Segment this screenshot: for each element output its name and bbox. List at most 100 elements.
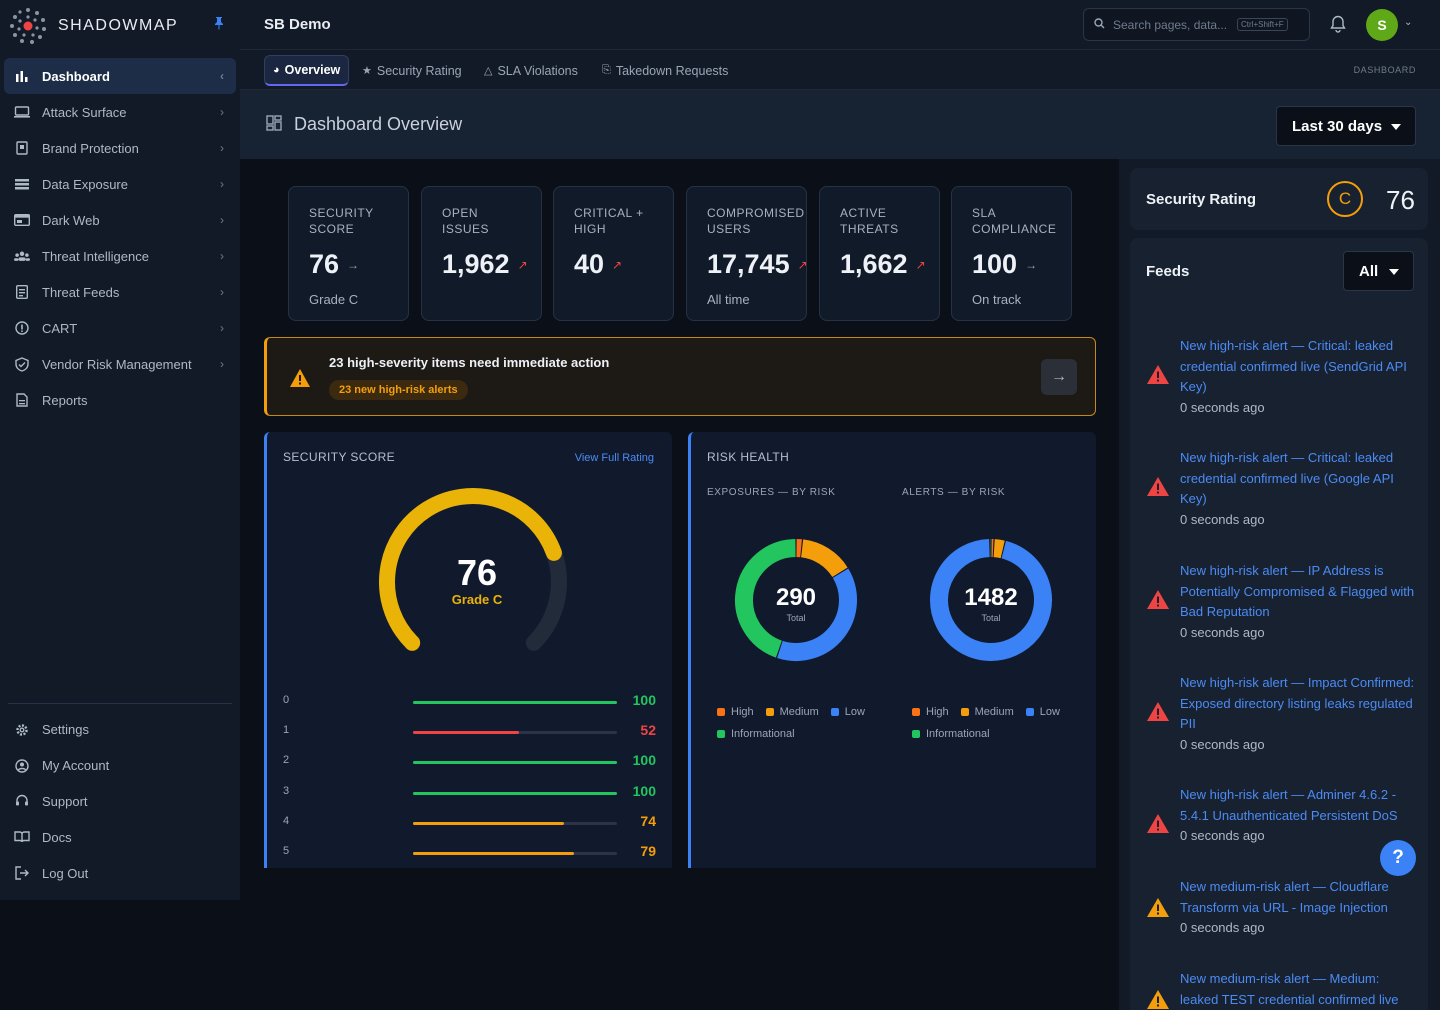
caret-down-icon xyxy=(1391,124,1401,130)
feed-text-block: New medium-risk alert — Cloudflare Trans… xyxy=(1180,877,1416,939)
donut-slice-medium[interactable] xyxy=(800,539,848,578)
donut-slice-low[interactable] xyxy=(777,568,857,661)
feed-title[interactable]: New medium-risk alert — Cloudflare Trans… xyxy=(1180,879,1389,915)
feed-title[interactable]: New high-risk alert — Critical: leaked c… xyxy=(1180,450,1394,506)
star-icon: ★ xyxy=(362,65,372,77)
legend-item[interactable]: Informational xyxy=(912,728,990,740)
pin-icon[interactable] xyxy=(214,16,224,33)
score-bar-value: 52 xyxy=(640,722,656,739)
chevron-right-icon: › xyxy=(220,357,224,371)
brand-logo[interactable]: SHADOWMAP xyxy=(8,4,178,48)
sidebar-item-label: Support xyxy=(42,793,88,809)
sidebar-item-docs[interactable]: Docs xyxy=(4,819,236,855)
sidebar-item-settings[interactable]: Settings xyxy=(4,712,236,748)
sidebar-item-reports[interactable]: Reports xyxy=(4,382,236,418)
feed-title[interactable]: New high-risk alert — Adminer 4.6.2 - 5.… xyxy=(1180,787,1398,823)
thumbs-down-icon: ⎘ xyxy=(602,64,611,76)
sidebar-item-cart[interactable]: CART › xyxy=(4,310,236,346)
search-input[interactable] xyxy=(1113,17,1233,32)
legend-item[interactable]: Low xyxy=(1025,706,1060,718)
feed-title[interactable]: New high-risk alert — IP Address is Pote… xyxy=(1180,563,1415,619)
feed-title[interactable]: New high-risk alert — Critical: leaked c… xyxy=(1180,338,1407,394)
feed-time: 0 seconds ago xyxy=(1180,511,1265,527)
legend-item[interactable]: High xyxy=(912,706,949,718)
security-rating-card[interactable]: Security Rating C 76 xyxy=(1130,168,1428,230)
rating-score: 76 xyxy=(1386,185,1415,215)
legend-item[interactable]: Informational xyxy=(717,728,795,740)
legend-swatch xyxy=(912,730,920,738)
tab-label: Overview xyxy=(284,63,341,77)
avatar[interactable]: S xyxy=(1366,9,1398,41)
tab-overview[interactable]: ◕ Overview xyxy=(264,55,350,86)
sidebar-item-label: Log Out xyxy=(42,865,89,881)
score-bar-row: 3 100 xyxy=(283,783,663,803)
score-bar-value: 100 xyxy=(632,752,656,769)
main-nav: Dashboard ‹ Attack Surface › Brand Prote… xyxy=(4,58,236,418)
score-bar-label: 5 xyxy=(283,845,290,857)
tab-sla-violations[interactable]: △ SLA Violations xyxy=(476,55,586,86)
legend-item[interactable]: High xyxy=(717,706,754,718)
kpi-card[interactable]: OPEN ISSUES 1,962 ↗ xyxy=(421,186,542,321)
alert-banner[interactable]: 23 high-severity items need immediate ac… xyxy=(264,337,1096,416)
legend-swatch xyxy=(830,708,839,716)
feed-time: 0 seconds ago xyxy=(1180,828,1265,843)
chevron-down-icon[interactable]: ⌄ xyxy=(1404,17,1413,28)
sidebar-item-support[interactable]: Support xyxy=(4,784,236,820)
sidebar-item-label: Data Exposure xyxy=(42,176,128,192)
sidebar-item-data-exposure[interactable]: Data Exposure › xyxy=(4,166,236,202)
sidebar-item-log-out[interactable]: Log Out xyxy=(4,855,236,891)
bell-icon[interactable] xyxy=(1330,15,1346,38)
donut-slice-low[interactable] xyxy=(930,539,1052,661)
legend-label: High xyxy=(731,706,754,718)
view-full-rating-link[interactable]: View Full Rating xyxy=(574,452,654,464)
org-name: SB Demo xyxy=(264,16,331,33)
tab-takedown-requests[interactable]: ⎘ Takedown Requests xyxy=(594,55,736,86)
headset-icon xyxy=(14,794,30,808)
exposures-total-label: Total xyxy=(786,613,806,623)
feed-time: 0 seconds ago xyxy=(1180,920,1265,935)
sidebar-item-label: Brand Protection xyxy=(42,140,139,156)
help-button[interactable]: ? xyxy=(1380,840,1416,876)
kpi-card[interactable]: SECURITY SCORE 76 → Grade C xyxy=(288,186,409,321)
sidebar-item-vendor-risk[interactable]: Vendor Risk Management › xyxy=(4,346,236,382)
sidebar-item-dashboard[interactable]: Dashboard ‹ xyxy=(4,58,236,94)
score-bar-fill xyxy=(413,761,617,765)
risk-donuts xyxy=(735,539,1052,661)
search-box[interactable]: Ctrl+Shift+F xyxy=(1083,8,1310,41)
donut-slice-informational[interactable] xyxy=(735,539,796,658)
feed-text-block: New medium-risk alert — Medium: leaked T… xyxy=(1180,969,1416,1010)
feeds-filter-select[interactable]: All xyxy=(1343,251,1414,291)
alert-triangle-icon xyxy=(1147,590,1169,609)
sidebar-item-label: Docs xyxy=(42,829,72,845)
warning-icon: △ xyxy=(484,65,493,77)
sidebar-item-threat-feeds[interactable]: Threat Feeds › xyxy=(4,274,236,310)
sidebar-item-label: Vendor Risk Management xyxy=(42,356,192,372)
sidebar-item-brand-protection[interactable]: Brand Protection › xyxy=(4,130,236,166)
kpi-card[interactable]: ACTIVE THREATS 1,662 ↗ xyxy=(819,186,940,321)
arrow-right-button[interactable]: → xyxy=(1041,359,1077,395)
donut-slice-medium[interactable] xyxy=(993,539,1005,559)
kpi-card[interactable]: SLA COMPLIANCE 100 → On track xyxy=(951,186,1072,321)
sidebar-item-dark-web[interactable]: Dark Web › xyxy=(4,202,236,238)
kpi-label: CRITICAL + HIGH xyxy=(574,206,644,236)
alert-triangle-icon xyxy=(1147,814,1169,833)
feed-title[interactable]: New medium-risk alert — Medium: leaked T… xyxy=(1180,971,1399,1007)
security-score-panel: SECURITY SCORE View Full Rating 76 Grade… xyxy=(264,432,672,868)
kpi-card[interactable]: CRITICAL + HIGH 40 ↗ xyxy=(553,186,674,321)
feed-title[interactable]: New high-risk alert — Impact Confirmed: … xyxy=(1180,675,1415,731)
sidebar-item-threat-intelligence[interactable]: Threat Intelligence › xyxy=(4,238,236,274)
alerts-heading: ALERTS — BY RISK xyxy=(902,487,1006,498)
legend-item[interactable]: Medium xyxy=(765,706,819,718)
legend-item[interactable]: Medium xyxy=(960,706,1014,718)
date-range-select[interactable]: Last 30 days xyxy=(1276,106,1416,146)
tab-security-rating[interactable]: ★ Security Rating xyxy=(354,55,470,86)
kpi-card[interactable]: COMPROMISED USERS 17,745 ↗ All time xyxy=(686,186,808,321)
sidebar-item-attack-surface[interactable]: Attack Surface › xyxy=(4,94,236,130)
kpi-subtext: All time xyxy=(707,292,750,307)
sidebar-item-my-account[interactable]: My Account xyxy=(4,748,236,784)
browser-icon xyxy=(14,213,30,227)
score-bar-track xyxy=(413,731,617,735)
trend-flat-icon: → xyxy=(1025,257,1038,272)
legend-label: Informational xyxy=(731,728,795,740)
legend-item[interactable]: Low xyxy=(830,706,865,718)
